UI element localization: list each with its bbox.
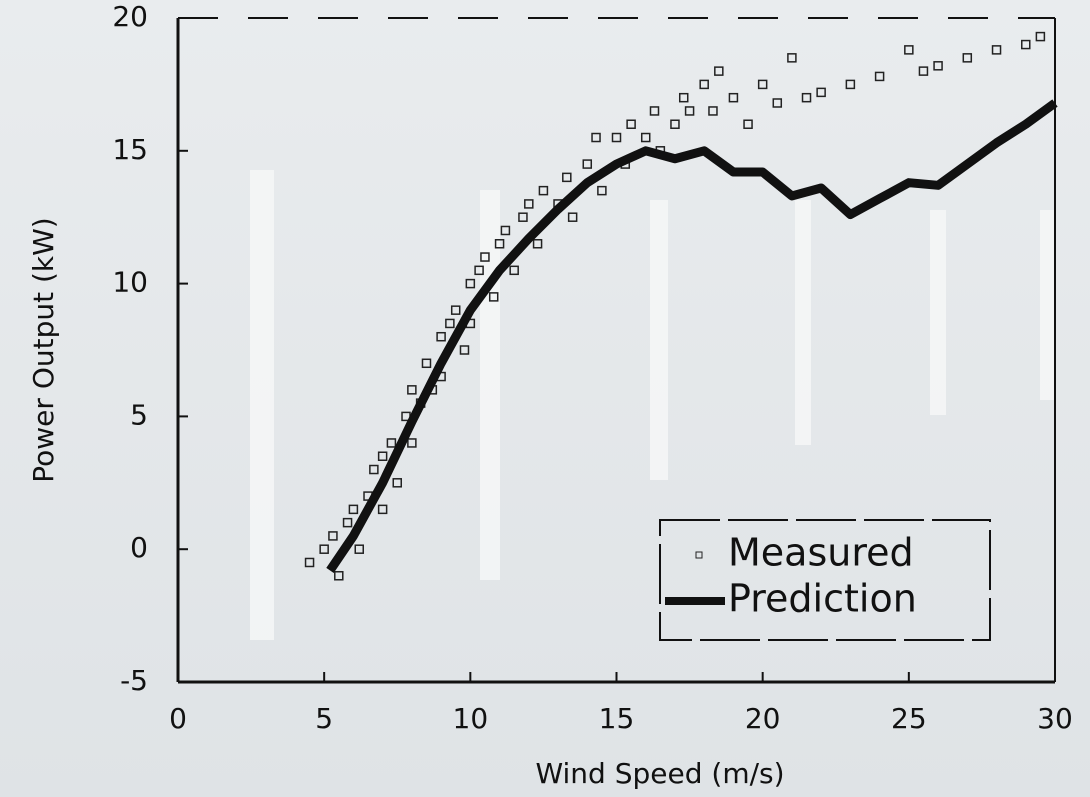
scatter-point: [562, 172, 572, 183]
x-tick-label: 30: [1037, 702, 1073, 735]
x-tick-label: 10: [453, 702, 489, 735]
scatter-point: [328, 531, 338, 541]
scatter-point: [699, 79, 709, 90]
scatter-point: [436, 331, 446, 342]
scatter-point: [407, 438, 417, 448]
legend-label: Prediction: [728, 577, 917, 621]
scatter-point: [354, 544, 364, 554]
scatter-point: [904, 45, 914, 55]
scatter-point: [582, 159, 593, 169]
scatter-point: [597, 185, 607, 196]
scatter-point: [816, 87, 826, 98]
scatter-point: [743, 119, 753, 129]
scatter-point: [1035, 31, 1046, 42]
x-tick-label: 25: [891, 702, 927, 735]
scatter-point: [538, 185, 549, 196]
scatter-point: [626, 119, 636, 129]
scatter-point: [845, 79, 856, 90]
scatter-point: [684, 106, 695, 116]
scatter-point: [801, 92, 812, 103]
scatter-point: [509, 265, 519, 276]
scatter-point: [918, 66, 929, 76]
x-tick-label: 0: [169, 702, 187, 735]
scatter-point: [991, 45, 1002, 55]
scatter-point: [678, 92, 689, 103]
scatter-point: [334, 571, 344, 581]
scatter-point: [342, 517, 353, 528]
scatter-point: [772, 98, 783, 108]
turbine-silhouettes: [250, 170, 1054, 640]
scatter-point: [392, 478, 402, 488]
scatter-point: [757, 79, 768, 90]
scatter-point: [787, 53, 797, 63]
scatter-point: [348, 504, 359, 515]
scatter-point: [500, 225, 511, 236]
y-tick-label: 20: [112, 0, 148, 33]
y-axis-label: Power Output (kW): [27, 217, 60, 482]
scatter-point: [640, 132, 651, 143]
scatter-point: [450, 305, 461, 315]
scatter-point: [494, 239, 505, 249]
x-axis-label: Wind Speed (m/s): [535, 757, 784, 790]
y-tick-label: -5: [120, 664, 148, 697]
scatter-point: [714, 66, 724, 76]
legend-label: Measured: [728, 531, 914, 575]
scatter-point: [377, 451, 388, 461]
x-tick-label: 5: [315, 702, 333, 735]
scatter-point: [532, 239, 543, 249]
scatter-point: [445, 318, 455, 329]
scatter-point: [304, 557, 315, 568]
scatter-point: [670, 119, 680, 129]
x-tick-label: 20: [745, 702, 781, 735]
scatter-point: [611, 132, 622, 143]
scatter-point: [465, 278, 476, 289]
scatter-point: [1021, 39, 1031, 50]
y-tick-label: 0: [130, 531, 148, 564]
scatter-point: [708, 106, 718, 116]
prediction-line: [326, 99, 1058, 573]
scatter-point: [567, 212, 578, 222]
scatter-point: [386, 438, 397, 448]
scatter-point: [407, 385, 417, 395]
scatter-point: [377, 504, 388, 515]
scatter-point: [518, 212, 528, 222]
y-tick-label: 10: [112, 266, 148, 299]
scatter-point: [488, 292, 499, 302]
scatter-point: [369, 464, 379, 475]
scatter-point: [933, 61, 943, 71]
legend-box: [659, 519, 991, 641]
scatter-point: [649, 106, 660, 116]
legend-swatch: [695, 551, 703, 559]
scatter-point: [319, 544, 329, 554]
scatter-point: [874, 71, 885, 82]
scatter-point: [524, 199, 534, 209]
x-tick-label: 15: [599, 702, 635, 735]
y-tick-label: 15: [112, 133, 148, 166]
scatter-point: [591, 132, 601, 143]
scatter-point: [728, 92, 739, 103]
y-tick-label: 5: [130, 398, 148, 431]
scatter-point: [459, 345, 470, 355]
scatter-point: [962, 53, 973, 63]
scatter-point: [480, 252, 490, 262]
scatter-point: [421, 358, 432, 369]
scatter-point: [474, 265, 484, 276]
